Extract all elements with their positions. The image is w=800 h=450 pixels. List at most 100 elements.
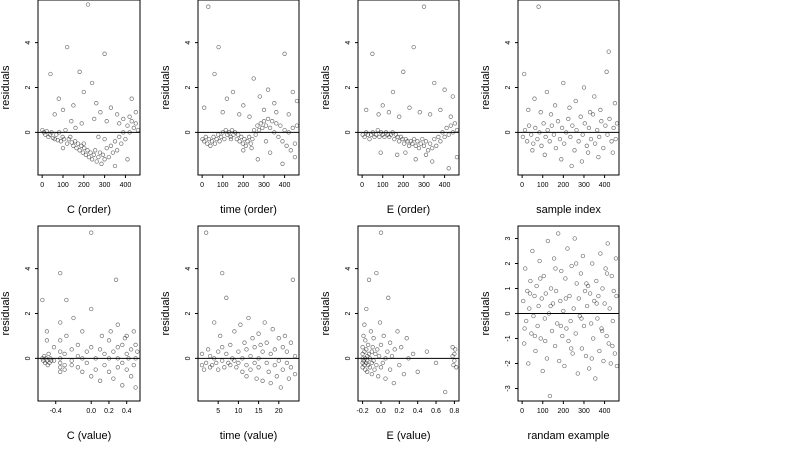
data-point [574,127,579,133]
data-point [81,141,86,146]
data-point [230,89,236,95]
data-point [421,143,427,148]
x-tick-label: 100 [377,182,389,189]
data-point [239,134,244,140]
data-point [383,376,388,381]
data-point [267,125,273,131]
scatter-panel-5: -0.4 0.0 0.2 0.4 0 2 4 C (value) residuals [0,225,141,442]
data-point [294,98,300,104]
data-point [93,148,98,153]
data-point [544,356,550,361]
x-tick-label: 5 [216,408,220,415]
data-point [411,136,417,142]
data-point [61,136,67,142]
data-point [604,333,609,339]
y-tick-label: 2 [505,85,512,89]
data-point [237,139,242,144]
data-point [202,139,207,144]
data-points [360,230,459,395]
data-point [553,266,558,271]
data-point [256,356,261,361]
data-point [563,276,568,281]
data-point [538,110,543,115]
data-point [252,360,257,366]
x-tick-label: 0 [520,182,524,189]
data-point [49,130,54,135]
data-point [573,331,578,336]
y-axis-label: residuals [480,291,492,336]
data-point [599,328,605,334]
data-point [582,121,587,126]
data-point [220,345,225,350]
y-tick-label: -3 [505,385,512,391]
data-point [410,351,416,357]
data-point [561,308,566,314]
data-point [556,231,561,236]
data-point [610,318,615,324]
data-point [268,351,273,357]
plot-frame [197,0,300,176]
data-point [286,130,291,135]
data-point [367,365,373,370]
data-point [609,139,614,144]
data-point [228,362,233,368]
y-tick-label: 0 [345,130,352,134]
data-point [44,129,49,134]
data-point [203,360,209,366]
data-point [224,351,229,357]
data-point [46,351,51,357]
data-point [62,362,67,368]
data-point [263,139,269,144]
data-point [212,320,217,325]
data-point [573,261,579,266]
data-point [397,139,402,144]
x-axis-label: time (order) [220,204,277,216]
data-point [284,349,290,354]
data-point [592,94,597,99]
scatter-panel-7: -0.2 0.0 0.2 0.4 0.6 0.8 0 2 4 E (value) residuals [320,225,460,442]
scatter-panel-3: 0 100 200 300 400 0 2 4 E (order) residuals [320,0,460,216]
data-point [91,152,96,157]
data-point [199,362,205,368]
data-point [251,76,256,81]
data-point [228,136,234,142]
data-point [212,141,218,146]
data-point [542,152,547,157]
data-point [584,303,590,309]
data-point [377,320,383,325]
data-point [114,112,120,117]
data-point [282,333,288,339]
data-point [51,358,57,363]
data-point [244,362,249,368]
data-point [242,340,247,345]
data-point [451,362,456,368]
x-tick-label: 400 [279,182,291,189]
data-point [549,328,555,334]
data-point [77,148,82,153]
data-point [596,293,601,299]
data-point [218,333,223,339]
data-point [108,143,114,148]
data-point [531,313,536,319]
data-point [207,365,213,370]
data-point [532,293,537,299]
y-tick-label: 0 [345,356,352,360]
data-point [535,136,540,142]
data-point [120,360,125,366]
data-point [102,157,107,162]
data-point [381,333,386,339]
data-point [80,329,85,334]
data-point [597,134,602,140]
data-point [80,369,85,374]
data-point [58,356,63,361]
data-point [272,362,277,368]
data-point [265,116,271,122]
data-point [535,323,540,329]
data-point [84,360,89,366]
data-point [201,367,207,372]
data-point [558,323,564,329]
data-point [406,356,411,361]
data-point [222,136,227,142]
data-point [89,345,94,350]
y-axis-label: residuals [160,65,172,110]
